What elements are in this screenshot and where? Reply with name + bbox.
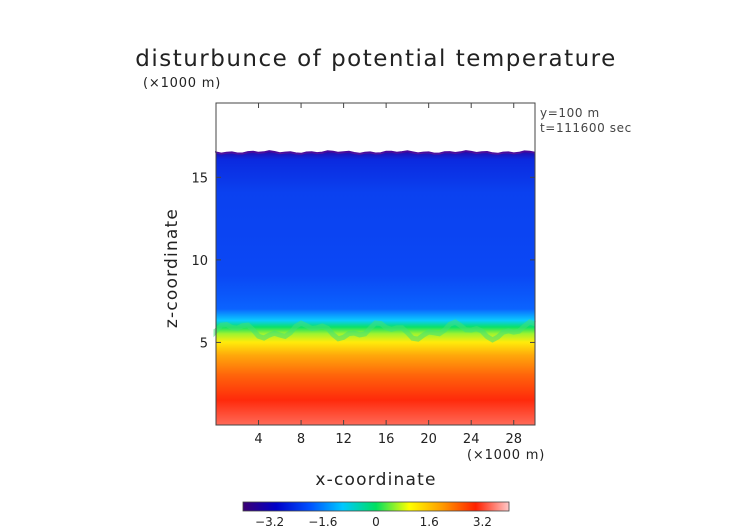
x-tick-label-6: 28 [505,432,522,447]
colorbar-tick-label-1: −1.6 [308,515,337,529]
x-tick-label-4: 20 [420,432,437,447]
colorbar [242,501,510,512]
y-tick-label-1: 10 [191,254,208,269]
y-tick-label-2: 15 [191,171,208,186]
y-unit-label: (×1000 m) [143,76,222,91]
y-tick-label-0: 5 [200,336,208,351]
x-unit-label: (×1000 m) [467,448,546,463]
x-tick-label-3: 16 [378,432,395,447]
colorbar-tick-label-3: 1.6 [420,515,439,529]
x-tick-label-1: 8 [297,432,305,447]
x-axis-label: x-coordinate [315,470,437,490]
annotation-y: y=100 m [540,106,600,120]
plot-frame [215,102,536,426]
x-tick-label-2: 12 [335,432,352,447]
colorbar-tick-label-4: 3.2 [473,515,492,529]
x-tick-label-0: 4 [254,432,262,447]
colorbar-tick-label-2: 0 [372,515,380,529]
colorbar-tick-label-0: −3.2 [255,515,284,529]
annotation-block: y=100 m t=111600 sec [540,106,632,136]
grid-texture [216,152,535,426]
annotation-t: t=111600 sec [540,121,632,135]
x-tick-label-5: 24 [463,432,480,447]
chart-title: disturbunce of potential temperature [135,46,617,72]
